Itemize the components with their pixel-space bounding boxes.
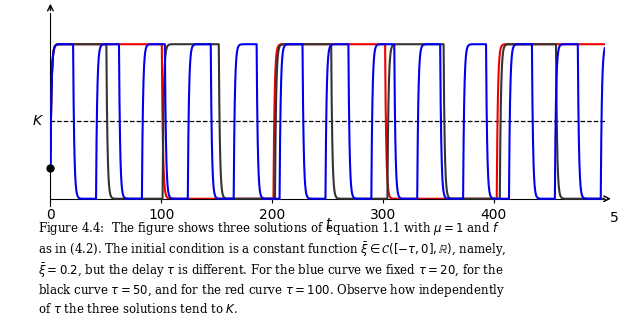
Text: $K$: $K$ bbox=[32, 115, 43, 129]
Text: t: t bbox=[325, 217, 330, 231]
Text: 5: 5 bbox=[610, 211, 619, 225]
Text: Figure 4.4:  The figure shows three solutions of equation 1.1 with $\mu = 1$ and: Figure 4.4: The figure shows three solut… bbox=[38, 220, 500, 237]
Text: $\bar{\xi} = 0.2$, but the delay $\tau$ is different. For the blue curve we fixe: $\bar{\xi} = 0.2$, but the delay $\tau$ … bbox=[38, 261, 503, 279]
Text: black curve $\tau = 50$, and for the red curve $\tau = 100$. Observe how indepen: black curve $\tau = 50$, and for the red… bbox=[38, 282, 505, 299]
Text: of $\tau$ the three solutions tend to $K$.: of $\tau$ the three solutions tend to $K… bbox=[38, 302, 238, 316]
Text: as in (4.2). The initial condition is a constant function $\bar{\xi} \in \mathca: as in (4.2). The initial condition is a … bbox=[38, 240, 507, 259]
